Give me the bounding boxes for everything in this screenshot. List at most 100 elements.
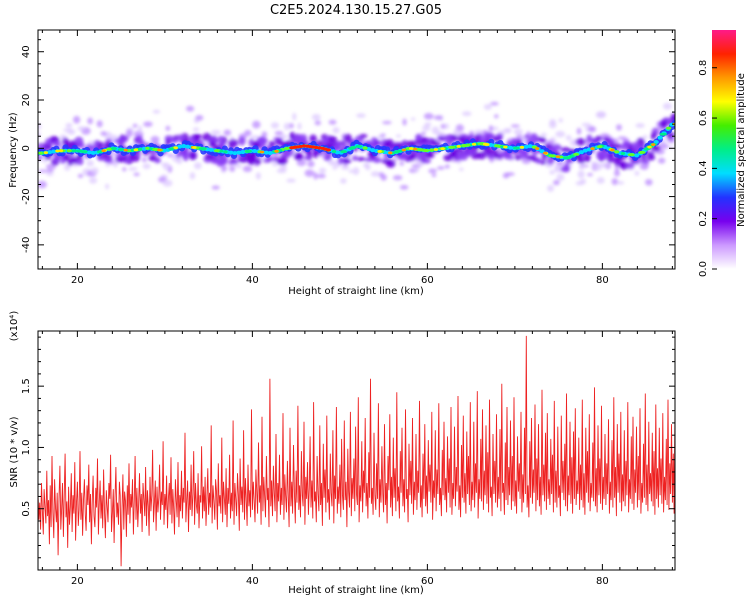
spectrogram-speckle: [634, 170, 640, 176]
spectrogram-band-low: [511, 138, 518, 147]
spectrogram-band-peak: [555, 155, 561, 159]
spectrogram-band-peak: [483, 142, 489, 146]
spectrogram-y-tick-label: 20: [21, 94, 32, 107]
spectrogram-speckle: [421, 131, 426, 136]
spectrogram-speckle: [555, 130, 566, 138]
spectrogram-band-low: [660, 119, 668, 129]
spectrogram-band-high: [340, 150, 347, 154]
snr-axes: 20 40 60 80 0.5 1.0 1.5: [21, 331, 675, 587]
spectrogram-speckle: [330, 160, 336, 167]
spectrogram-band-low: [257, 137, 268, 145]
spectrogram-band-high: [429, 148, 434, 152]
spectrogram-speckle: [549, 170, 555, 175]
spectrogram-band-high: [86, 150, 92, 155]
spectrogram-speckle: [125, 129, 133, 138]
spectrogram-speckle: [288, 123, 294, 129]
spectrogram-speckle: [314, 120, 322, 126]
spectrogram-band-high: [96, 150, 103, 154]
spectrogram-speckle: [615, 124, 622, 131]
spectrogram-speckle: [105, 163, 111, 167]
spectrogram-speckle: [348, 169, 354, 173]
spectrogram-speckle: [402, 118, 407, 126]
spectrogram-band-peak: [409, 147, 414, 150]
spectrogram-speckle: [443, 123, 450, 130]
spectrogram-band-high: [245, 149, 250, 153]
spectrogram-speckle: [77, 126, 86, 131]
spectrogram-speckle: [600, 162, 609, 168]
spectrogram-speckle: [437, 166, 445, 170]
spectrogram-band-high: [578, 150, 584, 155]
spectrogram-band-low: [381, 159, 388, 164]
spectrogram-speckle: [617, 136, 627, 140]
spectrogram-band-peak: [133, 148, 139, 152]
spectrogram-speckle: [77, 173, 84, 179]
spectrogram-core: [38, 119, 675, 162]
spectrogram-x-axis-label: Height of straight line (km): [288, 286, 424, 297]
spectrogram-band-low: [351, 155, 358, 161]
colorbar-tick-label: 0.4: [698, 160, 709, 176]
spectrogram-band-low: [45, 138, 53, 146]
spectrogram-speckle: [143, 121, 153, 127]
spectrogram-speckle: [616, 181, 625, 185]
spectrogram-speckle: [223, 129, 232, 136]
spectrogram-band-high: [393, 150, 400, 154]
spectrogram-speckle: [304, 169, 315, 177]
spectrogram-band-high: [461, 144, 468, 148]
spectrogram-band-peak: [157, 148, 162, 152]
spectrogram-speckle: [340, 178, 347, 184]
spectrogram-speckle: [431, 173, 437, 178]
spectrogram-band-low: [502, 152, 512, 158]
spectrogram-speckle: [554, 164, 560, 171]
spectrogram-y-tick-label: -20: [21, 188, 32, 204]
spectrogram-speckle: [38, 180, 47, 189]
spectrogram-speckle: [576, 127, 582, 135]
spectrogram-band-low: [245, 154, 256, 163]
snr-x-tick-label: 40: [246, 576, 259, 587]
spectrogram-band-peak: [401, 148, 407, 152]
spectrogram-band-low: [238, 136, 246, 146]
spectrogram-speckle: [645, 178, 653, 186]
spectrogram-speckle: [63, 128, 74, 133]
spectrogram-speckle: [73, 115, 81, 124]
spectrogram-band-low: [535, 136, 544, 142]
spectrogram-band-low: [206, 138, 214, 143]
spectrogram-x-tick-label: 60: [421, 275, 434, 286]
spectrogram-speckle: [490, 101, 499, 106]
spectrogram-speckle: [280, 134, 288, 139]
spectrogram-speckle: [185, 105, 195, 112]
spectrogram-speckle: [581, 122, 591, 127]
spectrogram-band-low: [619, 143, 629, 151]
spectrogram-speckle: [220, 165, 228, 172]
spectrogram-speckle: [635, 123, 645, 128]
spectrogram-band-low: [476, 151, 487, 160]
snr-panel: 20 40 60 80 0.5 1.0 1.5 Height of straight lin…: [9, 311, 676, 596]
spectrogram-band-low: [455, 152, 463, 161]
spectrogram-speckle: [90, 167, 99, 175]
spectrogram-speckle: [64, 163, 71, 171]
spectrogram-speckle: [577, 170, 585, 179]
spectrogram-band-low: [443, 154, 453, 162]
spectrogram-band-low: [670, 113, 675, 122]
spectrogram-y-tick-label: 40: [21, 45, 32, 58]
spectrogram-band-peak: [503, 145, 508, 149]
spectrogram-band-peak: [101, 149, 106, 153]
spectrogram-band-peak: [471, 142, 477, 146]
spectrogram-speckle: [502, 172, 510, 179]
spectrogram-band-low: [175, 134, 186, 142]
spectrogram-band-high: [66, 149, 72, 153]
spectrogram-band-low: [560, 166, 571, 173]
spectrogram-speckle: [399, 184, 409, 190]
spectrogram-speckle: [86, 160, 94, 167]
spectrogram-band-low: [535, 158, 543, 164]
spectrogram-band-low: [495, 133, 504, 139]
spectrogram-band-high: [527, 144, 533, 149]
spectrogram-band-low: [625, 162, 635, 169]
spectrogram-band-low: [485, 132, 495, 139]
spectrogram-speckle: [261, 131, 268, 138]
spectrogram-speckle: [313, 172, 318, 180]
spectrogram-speckle: [380, 133, 386, 137]
spectrogram-y-tick-label: 0: [21, 145, 32, 151]
spectrogram-band-low: [546, 157, 555, 165]
spectrogram-speckle: [328, 119, 337, 125]
